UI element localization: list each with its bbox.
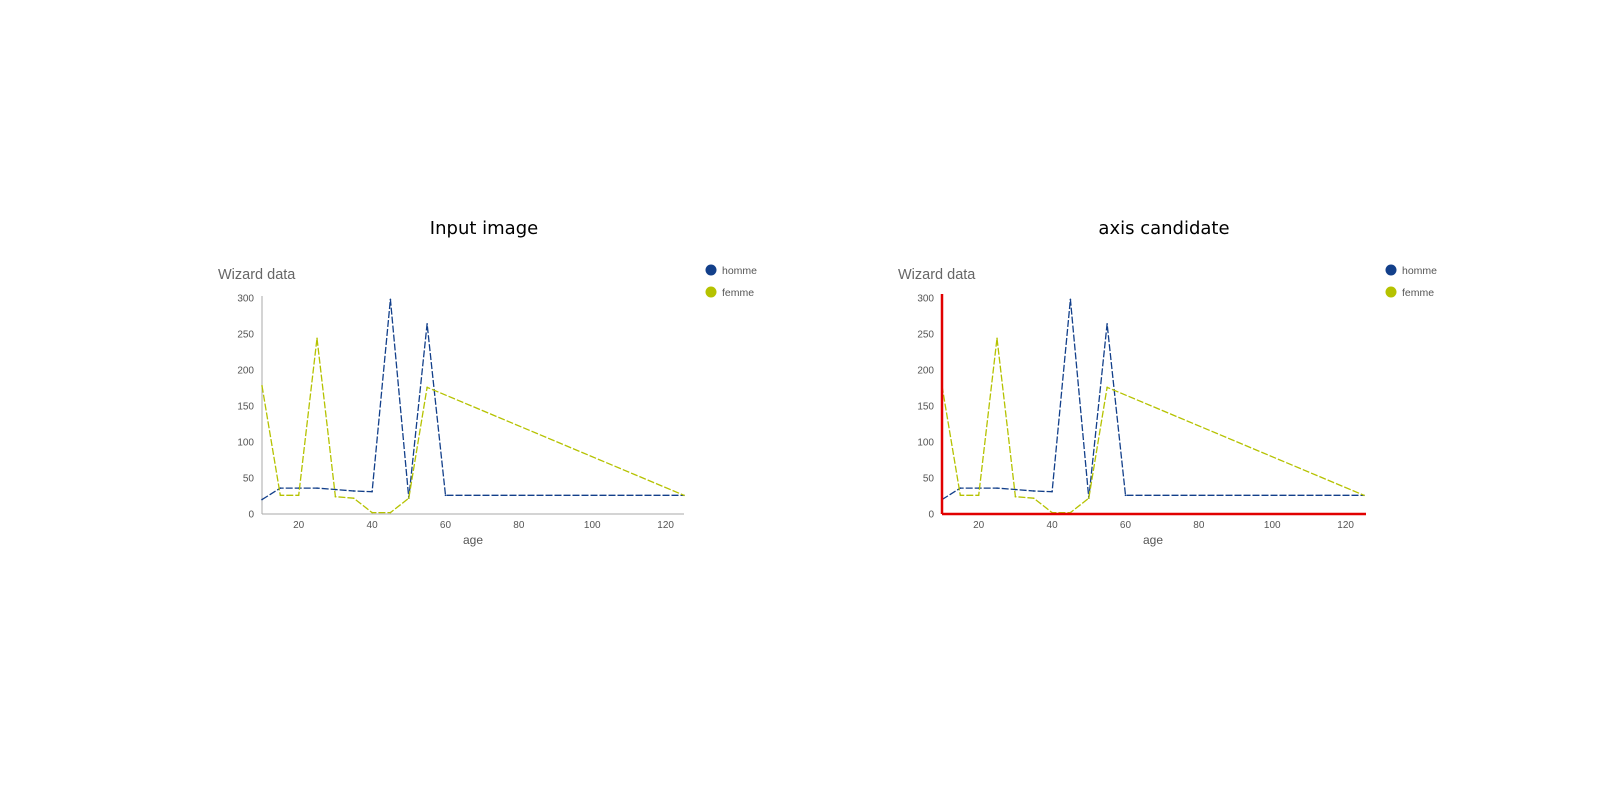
y-tick-label: 250 <box>917 330 934 341</box>
data-point-homme <box>389 298 392 301</box>
data-point-homme <box>996 487 998 489</box>
legend-label-femme: femme <box>722 287 754 299</box>
x-tick-label: 100 <box>1264 520 1281 531</box>
series-line-homme <box>941 298 1364 501</box>
y-tick-label: 100 <box>237 438 254 449</box>
y-tick-label: 50 <box>243 474 255 485</box>
x-tick-label: 20 <box>973 520 985 531</box>
data-point-homme <box>959 487 962 489</box>
data-point-femme <box>389 511 392 514</box>
data-point-homme <box>444 494 447 497</box>
x-tick-label: 60 <box>1120 520 1132 531</box>
y-tick-label: 300 <box>917 294 934 305</box>
data-point-femme <box>261 385 263 387</box>
panel-axis-candidate: axis candidate Wizard data 0 50 100 150 200 25… <box>800 0 1600 800</box>
data-point-homme <box>334 488 337 491</box>
x-tick-label: 40 <box>367 520 379 531</box>
data-point-homme <box>371 490 373 493</box>
line-chart-axis-candidate: Wizard data 0 50 100 150 200 250 300 20 40 60 80 100… <box>898 264 1437 547</box>
chart-title: Wizard data <box>898 267 976 283</box>
data-point-homme <box>1124 494 1127 497</box>
y-tick-label: 100 <box>917 438 934 449</box>
data-point-femme <box>996 337 998 340</box>
data-point-homme <box>279 487 282 489</box>
panel-input-image: Input image Wizard data 0 50 100 150 200 250 30… <box>218 218 757 547</box>
legend-marker-femme <box>705 286 717 298</box>
data-point-femme <box>279 494 282 497</box>
data-point-femme <box>316 337 318 340</box>
x-tick-label: 80 <box>513 520 525 531</box>
data-point-homme <box>1051 490 1053 493</box>
legend-marker-homme <box>1385 264 1397 276</box>
data-point-femme <box>1032 497 1035 499</box>
legend-marker-homme <box>705 264 717 276</box>
y-tick-label: 300 <box>237 294 254 305</box>
x-tick-label: 120 <box>657 520 674 531</box>
data-point-femme <box>371 511 373 514</box>
data-point-femme <box>1363 494 1365 497</box>
data-point-femme <box>426 386 428 389</box>
data-point-femme <box>297 494 300 497</box>
x-tick-label: 100 <box>584 520 601 531</box>
data-point-femme <box>1106 386 1108 389</box>
x-tick-label: 80 <box>1193 520 1205 531</box>
data-point-homme <box>1106 323 1108 325</box>
legend-marker-femme <box>1385 286 1397 298</box>
data-point-homme <box>352 490 355 492</box>
series-line-femme <box>261 337 685 514</box>
data-point-homme <box>426 323 428 325</box>
data-point-femme <box>1087 497 1090 499</box>
chart-title: Wizard data <box>218 267 296 283</box>
data-point-femme <box>1014 495 1017 498</box>
x-tick-label: 60 <box>440 520 452 531</box>
data-point-homme <box>316 487 318 489</box>
y-tick-label: 150 <box>237 402 254 413</box>
legend-label-homme: homme <box>722 265 757 277</box>
y-tick-label: 50 <box>923 474 935 485</box>
y-tick-label: 200 <box>237 366 254 377</box>
y-tick-label: 200 <box>917 366 934 377</box>
y-tick-label: 250 <box>237 330 254 341</box>
series-line-homme <box>261 298 684 501</box>
series-line-femme <box>941 337 1365 514</box>
x-tick-label: 120 <box>1337 520 1354 531</box>
legend-label-homme: homme <box>1402 265 1437 277</box>
data-point-homme <box>1032 490 1035 492</box>
x-tick-label: 20 <box>293 520 305 531</box>
data-point-femme <box>977 494 980 497</box>
x-axis-title: age <box>1143 533 1163 547</box>
x-tick-label: 40 <box>1047 520 1059 531</box>
legend-label-femme: femme <box>1402 287 1434 299</box>
y-tick-label: 0 <box>928 510 934 521</box>
y-tick-label: 150 <box>917 402 934 413</box>
data-point-femme <box>352 497 355 499</box>
data-point-femme <box>334 495 337 498</box>
y-tick-label: 0 <box>248 510 254 521</box>
data-point-homme <box>1014 488 1017 491</box>
data-point-femme <box>683 494 685 497</box>
line-chart-input: Wizard data 0 50 100 150 200 250 300 20 40 60 80 100… <box>218 264 757 547</box>
data-point-femme <box>959 494 962 497</box>
data-point-femme <box>407 497 410 499</box>
data-point-homme <box>261 498 263 501</box>
x-axis-title: age <box>463 533 483 547</box>
data-point-homme <box>1069 298 1072 301</box>
